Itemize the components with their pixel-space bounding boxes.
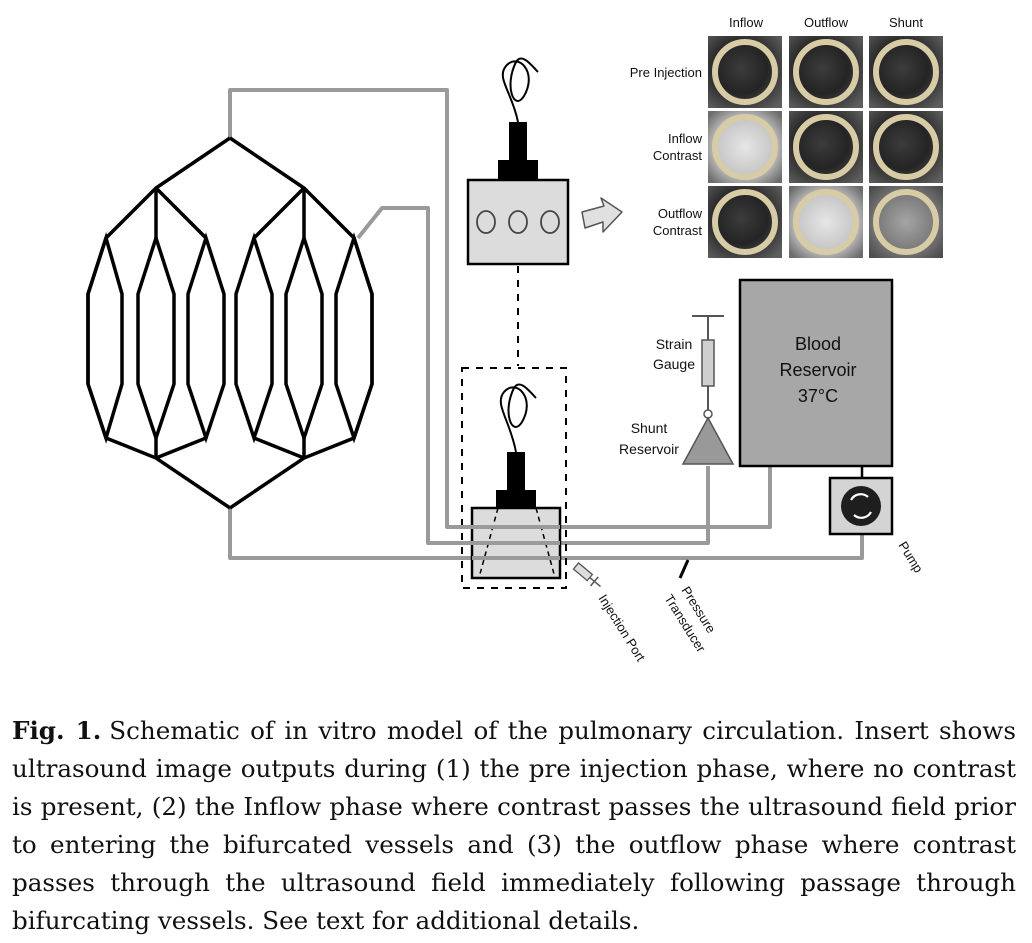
- grid-cell: [869, 186, 943, 258]
- inflow-tube: [228, 88, 772, 529]
- caption-text: Schematic of in vitro model of the pulmo…: [12, 716, 1016, 935]
- pressure-transducer-mark: [678, 559, 690, 579]
- shunt-reservoir-label: Reservoir: [619, 441, 679, 457]
- lower-probe: [496, 383, 537, 508]
- vascular-network: [86, 136, 374, 510]
- upper-probe: [498, 57, 539, 180]
- monitor-dial: [540, 210, 560, 234]
- grid-cell: [708, 186, 782, 258]
- outflow-tube: [356, 206, 710, 545]
- grid-row-label: Contrast: [653, 223, 703, 238]
- grid-cell: [869, 36, 943, 108]
- figure-caption: Fig. 1. Schematic of in vitro model of th…: [12, 712, 1016, 940]
- blood-reservoir-label: Blood: [795, 334, 841, 354]
- grid-row-label: Pre Injection: [630, 65, 702, 80]
- strain-gauge-label: Gauge: [653, 356, 695, 372]
- injection-syringe-icon: [572, 562, 601, 588]
- grid-cell: [708, 111, 782, 183]
- grid-row-label: Inflow: [668, 131, 703, 146]
- circulation-schematic: Inflow Outflow Shunt Pre Injection Inflo…: [86, 15, 943, 665]
- vessel-outline: [86, 136, 231, 510]
- blood-reservoir: [738, 278, 894, 468]
- ultrasound-monitor: [466, 178, 570, 266]
- injection-port-label: Injection Port: [595, 592, 648, 665]
- grid-cell: [789, 111, 863, 183]
- grid-cell: [789, 186, 863, 258]
- strain-gauge: [692, 315, 724, 419]
- shunt-reservoir: [681, 416, 735, 465]
- blood-reservoir-label: 37°C: [798, 386, 838, 406]
- vessel-outline: [229, 136, 374, 510]
- blood-reservoir-label: Reservoir: [779, 360, 856, 380]
- imaging-field-box: [461, 367, 567, 589]
- pump-rotor-icon: [841, 486, 881, 526]
- shunt-reservoir-label: Shunt: [631, 420, 668, 436]
- grid-row-label: Outflow: [658, 206, 703, 221]
- probe-cable: [499, 383, 537, 453]
- pump: [828, 476, 894, 536]
- figure-label: Fig. 1.: [12, 716, 102, 745]
- ultrasound-grid: [708, 36, 943, 258]
- monitor-dial: [508, 210, 528, 234]
- strain-gauge-label: Strain: [656, 336, 693, 352]
- grid-column-header: Outflow: [804, 15, 849, 30]
- output-arrow-icon: [581, 197, 623, 233]
- grid-cell: [869, 111, 943, 183]
- grid-row-label: Contrast: [653, 148, 703, 163]
- pump-label: Pump: [895, 539, 926, 576]
- monitor-dial: [476, 210, 496, 234]
- grid-column-header: Inflow: [729, 15, 764, 30]
- grid-column-header: Shunt: [889, 15, 923, 30]
- probe-cable: [501, 57, 539, 123]
- grid-cell: [708, 36, 782, 108]
- grid-cell: [789, 36, 863, 108]
